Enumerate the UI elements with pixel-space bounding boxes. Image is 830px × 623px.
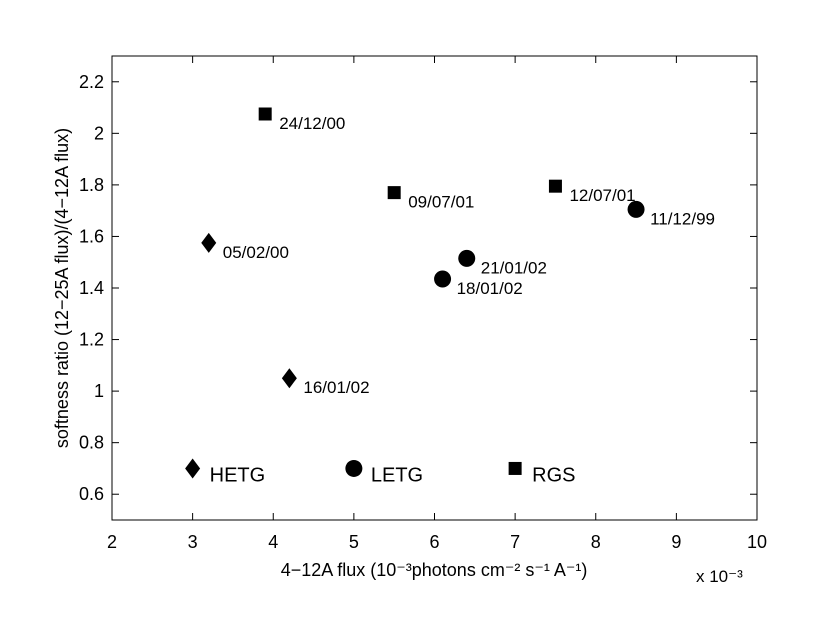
- y-tick-label: 1: [94, 381, 104, 401]
- y-tick-label: 1.2: [79, 330, 104, 350]
- data-point-label: 05/02/00: [223, 243, 289, 262]
- data-point-labels: 05/02/00 16/01/02 18/01/02 21/01/02 11/12/99…: [223, 114, 715, 397]
- y-tick-label: 2.2: [79, 72, 104, 92]
- legend-marker-diamond: [185, 458, 201, 479]
- y-tick-label: 0.6: [79, 484, 104, 504]
- x-tick-label: 10: [747, 532, 767, 552]
- legend-marker-circle: [345, 459, 363, 477]
- legend-marker-square: [508, 461, 522, 475]
- x-tick-label: 2: [107, 532, 117, 552]
- legend: HETG LETG RGS: [185, 458, 575, 486]
- data-point-label: 12/07/01: [569, 186, 635, 205]
- data-point-circle: [434, 270, 452, 288]
- x-axis-label: 4−12A flux (10⁻³photons cm⁻² s⁻¹ A⁻¹): [281, 560, 588, 580]
- axis-tick-labels: 2 3 4 5 6 7 8 9 10 0.6 0.8 1 1.2 1.4 1.6 1.8 2 2.2: [79, 72, 767, 552]
- data-point-diamond: [281, 368, 297, 389]
- x-tick-label: 8: [591, 532, 601, 552]
- data-point-label: 18/01/02: [457, 279, 523, 298]
- data-point-label: 24/12/00: [279, 114, 345, 133]
- data-point-square: [548, 179, 562, 193]
- x-tick-label: 6: [429, 532, 439, 552]
- data-point-square: [258, 107, 272, 121]
- data-point-circle: [458, 249, 476, 267]
- x-tick-label: 4: [268, 532, 278, 552]
- data-point-circle: [627, 200, 645, 218]
- y-tick-label: 1.6: [79, 226, 104, 246]
- y-tick-label: 0.8: [79, 433, 104, 453]
- data-point-square: [387, 186, 401, 200]
- plot-frame: [111, 55, 758, 521]
- data-point-label: 09/07/01: [408, 193, 474, 212]
- legend-label: RGS: [532, 464, 575, 486]
- data-point-label: 11/12/99: [650, 209, 715, 228]
- y-axis-label: softness ratio (12−25A flux)/(4−12A flux…: [52, 128, 72, 448]
- axis-ticks: [111, 56, 758, 520]
- legend-label: HETG: [210, 464, 266, 486]
- y-tick-label: 2: [94, 123, 104, 143]
- x-tick-label: 5: [349, 532, 359, 552]
- data-point-label: 16/01/02: [303, 378, 369, 397]
- data-points: [201, 107, 645, 389]
- x-scale-label: x 10⁻³: [696, 567, 743, 586]
- y-tick-label: 1.8: [79, 175, 104, 195]
- x-tick-label: 9: [671, 532, 681, 552]
- x-tick-label: 7: [510, 532, 520, 552]
- data-point-diamond: [201, 232, 217, 253]
- data-point-label: 21/01/02: [481, 258, 547, 277]
- x-tick-label: 3: [188, 532, 198, 552]
- y-tick-label: 1.4: [79, 278, 104, 298]
- legend-label: LETG: [371, 464, 423, 486]
